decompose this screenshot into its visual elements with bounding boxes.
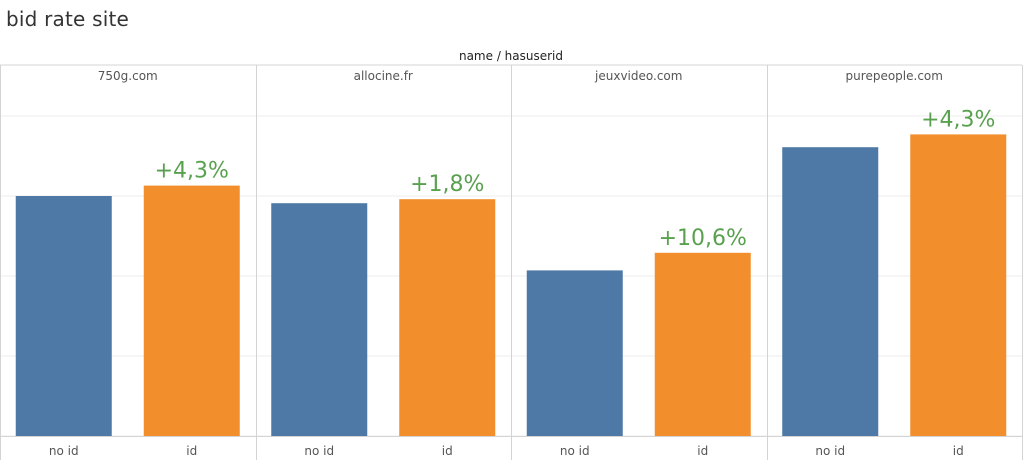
data-label-annotation: +10,6% xyxy=(659,226,747,251)
bar-no-id xyxy=(271,203,368,436)
data-label-annotation: +4,3% xyxy=(155,159,229,184)
panel-header: purepeople.com xyxy=(846,69,943,83)
x-tick-label: no id xyxy=(560,444,590,458)
panels: 750g.com no id id +4,3% allocine.fr no id id +1… xyxy=(15,69,1007,458)
bar-no-id xyxy=(782,147,879,436)
panel-purepeople-com: purepeople.com no id id +4,3% xyxy=(782,69,1007,458)
x-tick-label: id xyxy=(442,444,453,458)
bar-no-id xyxy=(526,270,623,436)
bar-id xyxy=(143,185,240,436)
panel-header: allocine.fr xyxy=(354,69,413,83)
x-tick-label: id xyxy=(186,444,197,458)
panel-header: jeuxvideo.com xyxy=(594,69,682,83)
panel-jeuxvideo-com: jeuxvideo.com no id id +10,6% xyxy=(526,69,751,458)
panel-header: 750g.com xyxy=(98,69,158,83)
column-header: name / hasuserid xyxy=(459,49,563,63)
data-label-annotation: +1,8% xyxy=(410,172,484,197)
panel-allocine-fr: allocine.fr no id id +1,8% xyxy=(271,69,496,458)
x-tick-label: no id xyxy=(815,444,845,458)
bar-id xyxy=(399,199,496,436)
bar-no-id xyxy=(15,196,112,436)
x-tick-label: no id xyxy=(304,444,334,458)
x-tick-label: id xyxy=(953,444,964,458)
bar-id xyxy=(910,134,1007,436)
data-label-annotation: +4,3% xyxy=(921,107,995,132)
chart-title: bid rate site xyxy=(6,7,130,31)
bar-id xyxy=(654,252,751,436)
panel-750g-com: 750g.com no id id +4,3% xyxy=(15,69,240,458)
x-tick-label: id xyxy=(697,444,708,458)
x-tick-label: no id xyxy=(49,444,79,458)
